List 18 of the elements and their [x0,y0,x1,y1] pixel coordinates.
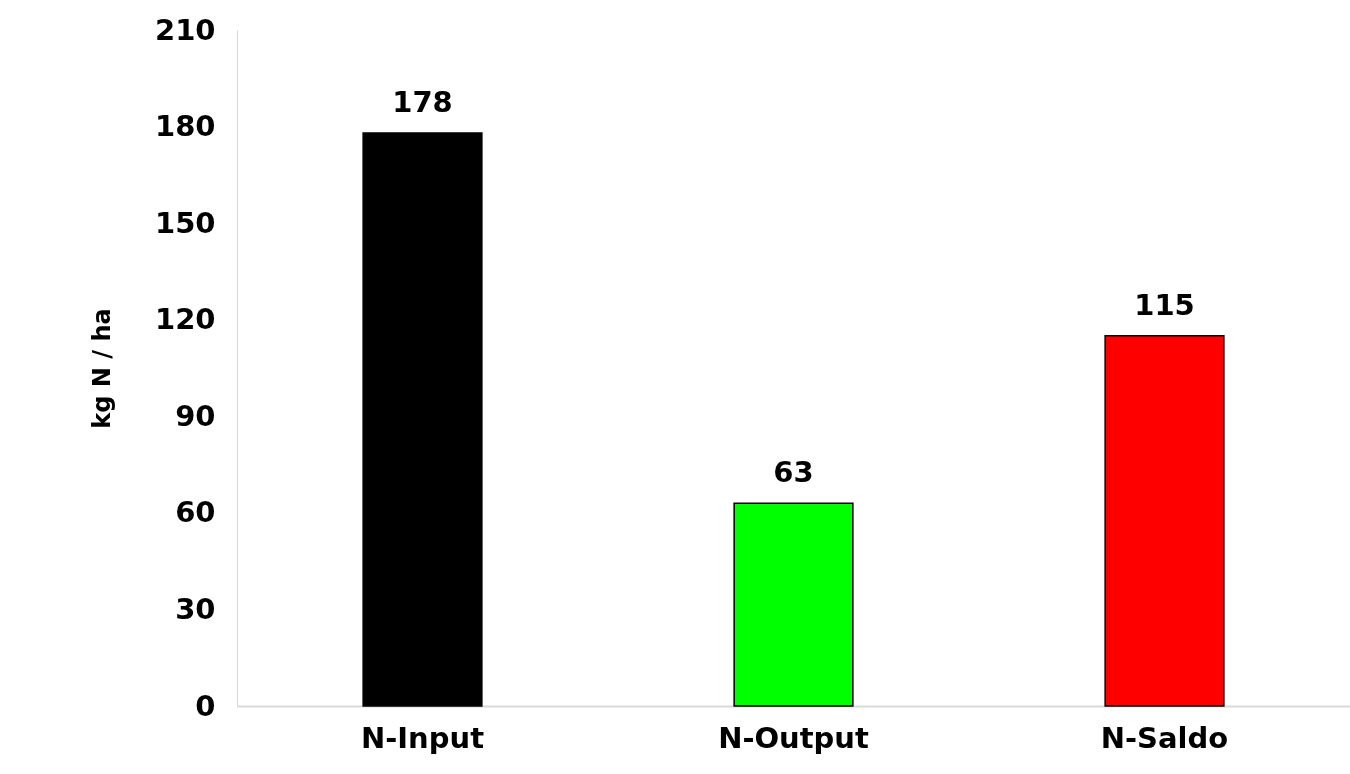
bar [733,502,854,707]
y-tick-label: 210 [154,12,216,47]
x-tick-label: N-Output [718,720,869,755]
y-tick-label: 30 [175,591,216,626]
y-tick-label: 180 [154,109,216,144]
y-axis-title: kg N / ha [87,308,116,429]
y-tick-label: 150 [154,205,216,240]
x-tick-label: N-Input [360,720,485,755]
data-label: 178 [392,85,453,120]
y-tick-label: 60 [175,495,216,530]
bar [362,132,483,707]
y-tick-label: 0 [195,688,216,723]
y-tick-label: 120 [154,302,216,337]
y-tick-label: 90 [175,398,216,433]
data-label: 63 [773,455,814,490]
bar [1104,335,1225,707]
x-tick-label: N-Saldo [1100,720,1229,755]
data-label: 115 [1134,287,1195,322]
